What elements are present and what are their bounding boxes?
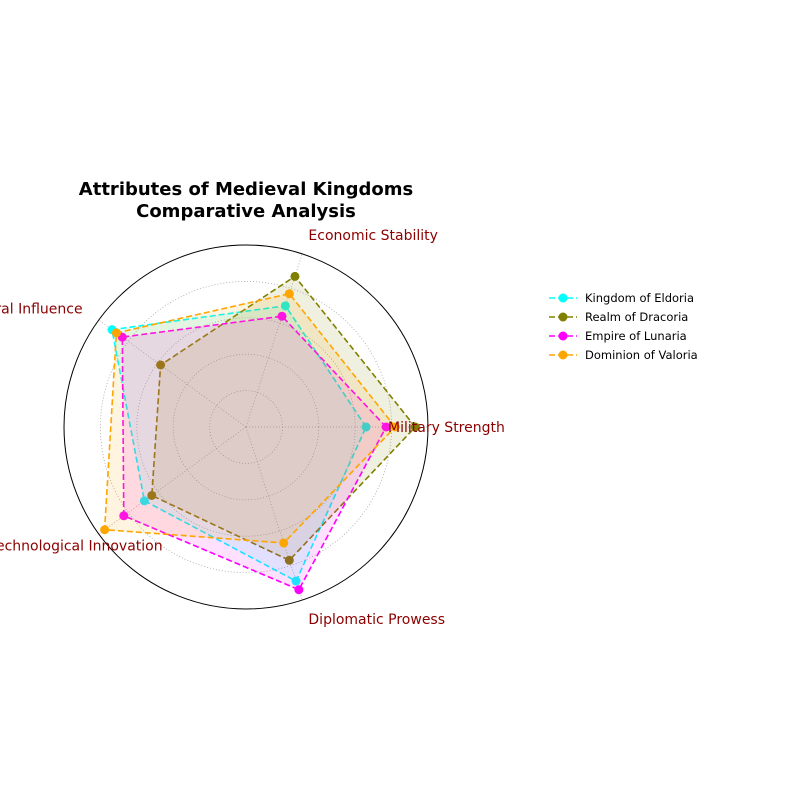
spoke-3 xyxy=(98,319,247,428)
series-fill-2 xyxy=(151,276,416,561)
series-line-2 xyxy=(150,275,417,562)
point-s3-c4 xyxy=(119,511,129,521)
spoke-5 xyxy=(245,426,303,601)
series-1 xyxy=(107,301,371,586)
point-s1-c2 xyxy=(280,301,290,311)
legend-label-4: Dominion of Valoria xyxy=(585,348,698,362)
radar-spokes xyxy=(98,253,428,601)
legend-item-3: Empire of Lunaria xyxy=(549,329,687,343)
point-s3-c2 xyxy=(277,311,287,321)
point-s1-c1 xyxy=(361,422,371,432)
legend-marker-4 xyxy=(558,350,568,360)
point-s4-c5 xyxy=(279,538,289,548)
legend-marker-2 xyxy=(558,312,568,322)
legend-label-1: Kingdom of Eldoria xyxy=(585,291,694,305)
point-s2-c1 xyxy=(410,422,420,432)
series-layer xyxy=(100,271,420,595)
series-3 xyxy=(117,311,391,595)
point-s1-c5 xyxy=(291,576,301,586)
series-line-1 xyxy=(111,304,368,583)
legend-label-2: Realm of Dracoria xyxy=(585,310,688,324)
point-s4-c3 xyxy=(111,328,121,338)
series-fill-4 xyxy=(104,293,396,543)
point-s2-c3 xyxy=(156,360,166,370)
legend-item-1: Kingdom of Eldoria xyxy=(549,291,694,305)
series-2 xyxy=(147,271,420,565)
point-s3-c5 xyxy=(294,585,304,595)
category-labels: Military Strength Economic Stability Cultu… xyxy=(0,228,505,628)
axis-label-2: Economic Stability xyxy=(308,228,438,244)
axis-label-3: Cultural Influence xyxy=(0,301,83,317)
point-s2-c4 xyxy=(147,490,157,500)
legend-item-4: Dominion of Valoria xyxy=(549,348,698,362)
outer-circle xyxy=(63,244,429,610)
point-s4-c2 xyxy=(284,289,294,299)
point-s4-c1 xyxy=(390,422,400,432)
chart-title-line-2: Comparative Analysis xyxy=(136,201,356,222)
spoke-2 xyxy=(245,253,303,428)
chart-title-line-1: Attributes of Medieval Kingdoms xyxy=(79,179,413,200)
legend-label-3: Empire of Lunaria xyxy=(585,329,687,343)
series-4 xyxy=(100,289,400,548)
legend-marker-3 xyxy=(558,331,568,341)
point-s2-c5 xyxy=(284,555,294,565)
axis-label-4: Technological Innovation xyxy=(0,539,163,555)
legend: Kingdom of Eldoria Realm of Dracoria Empir… xyxy=(549,291,698,362)
series-line-4 xyxy=(103,292,397,544)
axis-label-5: Diplomatic Prowess xyxy=(308,612,445,628)
point-s2-c2 xyxy=(290,271,300,281)
grid-circle-3 xyxy=(136,317,356,537)
point-s4-c4 xyxy=(100,525,110,535)
series-line-3 xyxy=(121,315,388,591)
legend-marker-1 xyxy=(558,293,568,303)
point-s1-c4 xyxy=(139,496,149,506)
spoke-4 xyxy=(98,426,247,535)
series-fill-3 xyxy=(122,316,387,590)
legend-item-2: Realm of Dracoria xyxy=(549,310,688,324)
axis-label-1: Military Strength xyxy=(388,420,505,436)
point-s3-c1 xyxy=(381,422,391,432)
series-fill-1 xyxy=(112,305,367,582)
